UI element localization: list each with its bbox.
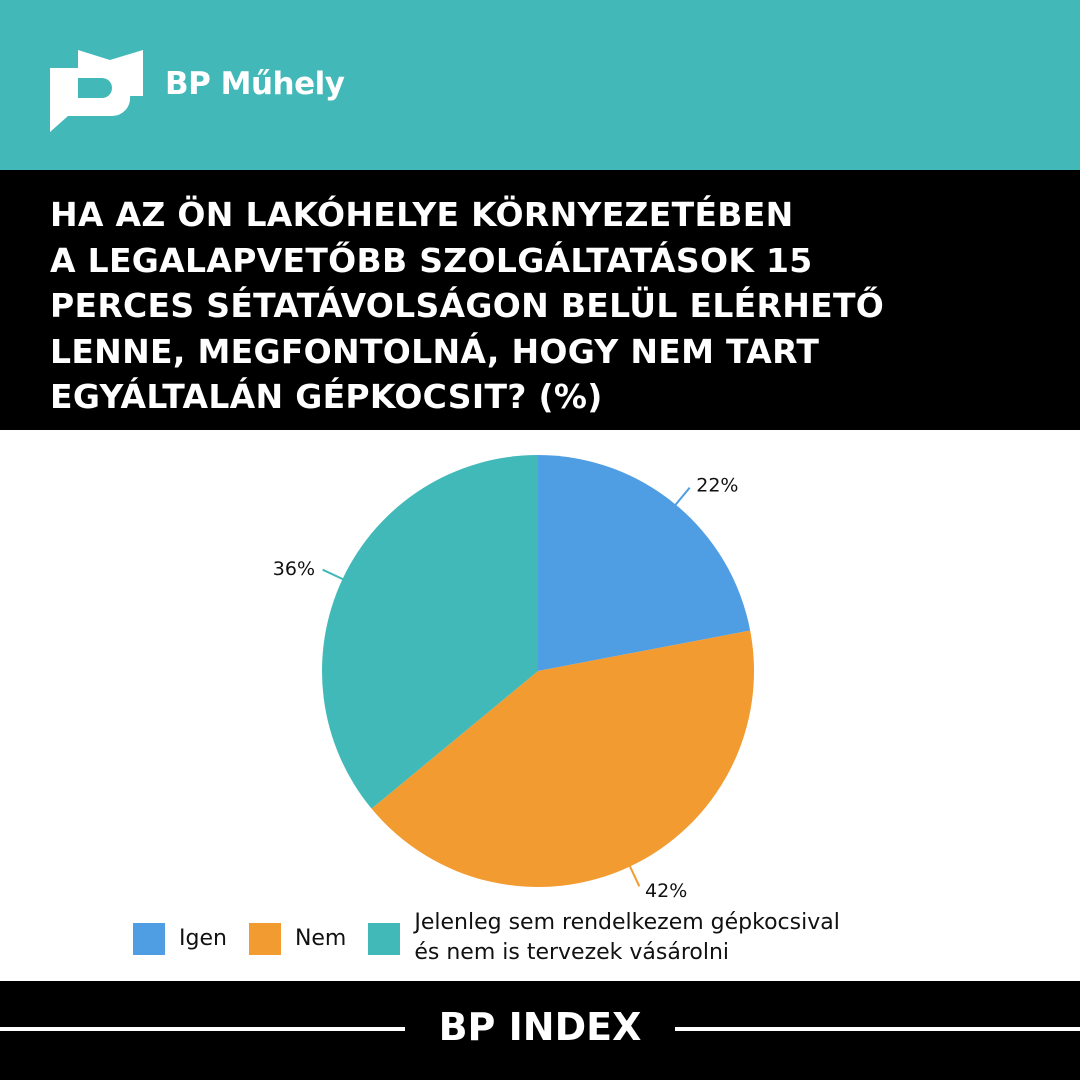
pie-chart: 22% 42% 36% <box>273 455 754 900</box>
data-label: 22% <box>696 475 738 497</box>
legend-swatch <box>133 923 165 955</box>
title-line: PERCES SÉTATÁVOLSÁGON BELÜL ELÉRHETŐ <box>50 286 885 325</box>
legend-label-line: Jelenleg sem rendelkezem gépkocsival <box>414 910 840 935</box>
title-line: A LEGALAPVETŐBB SZOLGÁLTATÁSOK 15 <box>50 240 813 280</box>
pie-slice-2 <box>322 455 538 809</box>
title-line: HA AZ ÖN LAKÓHELYE KÖRNYEZETÉBEN <box>50 195 794 234</box>
legend-item-jelenleg: Jelenleg sem rendelkezem gépkocsival és n… <box>368 908 840 968</box>
pie-slice-1 <box>371 630 754 888</box>
header-bar: BP Műhely <box>0 0 1080 170</box>
legend-swatch <box>248 923 281 955</box>
legend-item-nem: Nem <box>248 908 347 955</box>
legend-label: Jelenleg sem rendelkezem gépkocsival és n… <box>414 908 839 968</box>
legend-label: Igen <box>179 926 227 951</box>
data-label: 42% <box>645 880 687 900</box>
legend: Igen Nem Jelenleg sem rendelkezem gépkoc… <box>133 908 862 968</box>
bp-logo-icon <box>50 50 143 132</box>
title-line: LENNE, MEGFONTOLNÁ, HOGY NEM TART <box>50 331 820 371</box>
footer-divider <box>675 1027 1080 1031</box>
title-line: EGYÁLTALÁN GÉPKOCSIT? (%) <box>50 377 603 416</box>
leader-line <box>322 568 345 581</box>
footer-label: BP INDEX <box>438 1005 642 1049</box>
legend-item-igen: Igen <box>133 908 227 955</box>
footer-bar: BP INDEX <box>0 981 1080 1080</box>
legend-label-line: és nem is tervezek vásárolni <box>414 940 730 965</box>
brand-name: BP Műhely <box>165 66 345 102</box>
chart-title: HA AZ ÖN LAKÓHELYE KÖRNYEZETÉBEN A LEGAL… <box>0 170 1080 430</box>
footer-divider <box>0 1027 405 1031</box>
legend-label: Nem <box>294 926 347 951</box>
data-label: 36% <box>273 558 315 580</box>
leader-line <box>628 864 641 887</box>
pie-slice-0 <box>538 455 751 671</box>
leader-line <box>673 486 691 507</box>
legend-swatch <box>368 923 401 955</box>
